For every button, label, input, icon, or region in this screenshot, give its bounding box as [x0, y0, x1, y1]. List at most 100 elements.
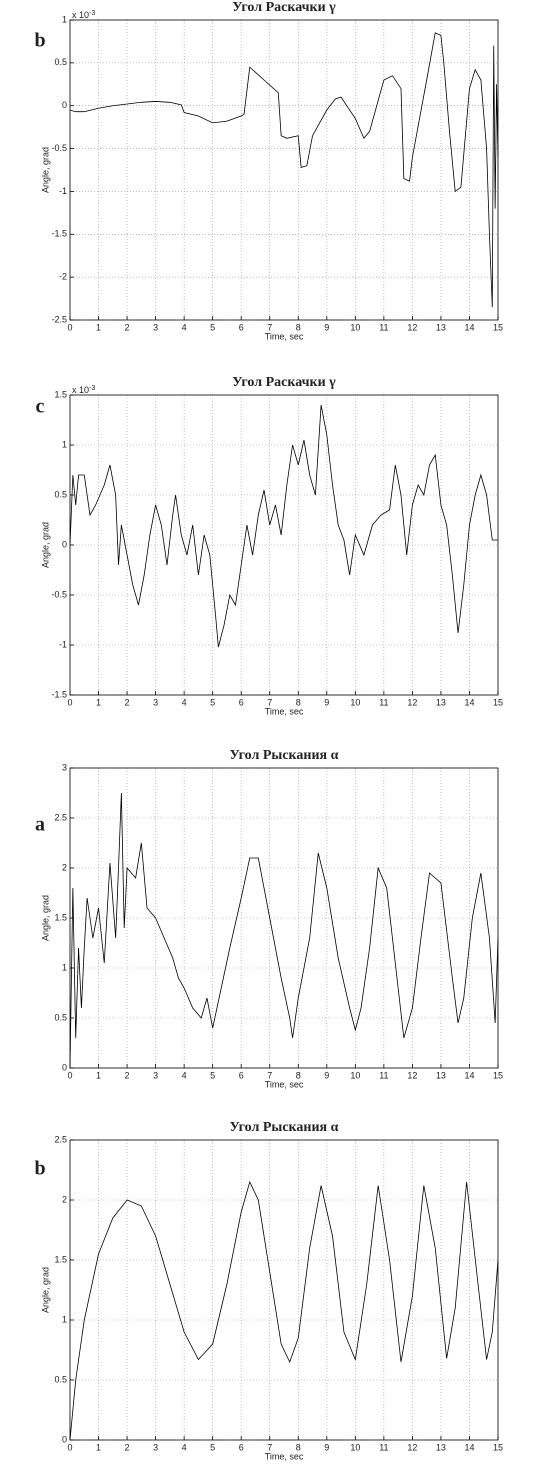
x-axis-label: Time, sec	[265, 331, 304, 341]
x-tick-label: 2	[125, 697, 130, 707]
y-tick-label: -1.5	[51, 229, 67, 239]
x-tick-label: 12	[407, 697, 417, 707]
x-tick-label: 7	[267, 697, 272, 707]
x-tick-label: 3	[153, 322, 158, 332]
y-tick-label: 0.5	[54, 1012, 67, 1022]
x-tick-label: 9	[324, 1070, 329, 1080]
y-tick-label: 1.5	[54, 912, 67, 922]
x-tick-label: 14	[464, 322, 474, 332]
x-axis-label: Time, sec	[265, 1079, 304, 1089]
x-axis-label: Time, sec	[265, 1451, 304, 1461]
y-tick-label: 0	[62, 1062, 67, 1072]
chart-title: Угол Рыскания α	[230, 748, 339, 763]
y-axis-label: Angle, grad	[40, 1267, 50, 1313]
plot-frame	[69, 1139, 499, 1441]
x-tick-label: 5	[210, 1442, 215, 1452]
x-tick-label: 8	[296, 1442, 301, 1452]
y-multiplier-exponent: -3	[89, 385, 95, 392]
y-axis-label: Angle, grad	[40, 895, 50, 941]
x-tick-label: 5	[210, 1070, 215, 1080]
y-tick-label: 1	[62, 1314, 67, 1324]
x-tick-label: 15	[493, 1442, 503, 1452]
y-tick-label: 3	[62, 762, 67, 772]
y-tick-label: -0.5	[51, 589, 67, 599]
y-axis-label: Angle, grad	[40, 147, 50, 193]
y-tick-label: -1	[59, 186, 67, 196]
y-tick-label: 1.5	[54, 1254, 67, 1264]
y-multiplier: x 10-3	[72, 385, 95, 396]
y-tick-label: 1.5	[54, 389, 67, 399]
y-tick-label: 1	[62, 962, 67, 972]
x-tick-label: 5	[210, 697, 215, 707]
x-tick-label: 6	[239, 1442, 244, 1452]
x-tick-label: 9	[324, 1442, 329, 1452]
x-tick-label: 13	[436, 1442, 446, 1452]
panel-label: c	[36, 396, 45, 418]
x-axis-label: Time, sec	[265, 706, 304, 716]
panel-label: a	[35, 814, 45, 836]
x-tick-label: 8	[296, 697, 301, 707]
x-tick-label: 11	[379, 322, 388, 332]
x-tick-label: 0	[67, 1442, 72, 1452]
plot-frame	[69, 19, 499, 321]
plot-frame	[69, 767, 499, 1069]
x-tick-label: 6	[239, 322, 244, 332]
x-tick-label: 2	[125, 1442, 130, 1452]
y-tick-label: -0.5	[51, 143, 67, 153]
y-tick-label: -2.5	[51, 314, 67, 324]
y-multiplier: x 10-3	[72, 10, 95, 21]
data-line	[69, 1180, 499, 1441]
x-tick-label: 9	[324, 697, 329, 707]
x-tick-label: 11	[379, 1442, 388, 1452]
x-tick-label: 3	[153, 1070, 158, 1080]
panel-label: b	[34, 30, 45, 52]
y-multiplier-exponent: -3	[89, 10, 95, 17]
x-tick-label: 7	[267, 1070, 272, 1080]
x-tick-label: 14	[464, 1070, 474, 1080]
y-multiplier-base: x 10	[72, 385, 89, 395]
x-tick-label: 13	[436, 322, 446, 332]
y-tick-label: 2	[62, 1194, 67, 1204]
x-tick-label: 13	[436, 1070, 446, 1080]
x-tick-label: 8	[296, 322, 301, 332]
x-tick-label: 10	[350, 697, 360, 707]
y-multiplier-base: x 10	[72, 10, 89, 20]
x-tick-label: 14	[464, 1442, 474, 1452]
x-tick-label: 11	[379, 1070, 388, 1080]
x-tick-label: 12	[407, 1442, 417, 1452]
x-tick-label: 1	[96, 697, 101, 707]
y-tick-label: 0	[62, 100, 67, 110]
x-tick-label: 0	[67, 322, 72, 332]
x-tick-label: 3	[153, 697, 158, 707]
data-line	[69, 792, 499, 1069]
x-tick-label: 1	[96, 1442, 101, 1452]
y-tick-label: 2.5	[54, 1134, 67, 1144]
y-tick-label: -2	[59, 272, 67, 282]
data-line	[69, 404, 498, 648]
x-tick-label: 6	[239, 697, 244, 707]
x-tick-label: 7	[267, 322, 272, 332]
x-tick-label: 3	[153, 1442, 158, 1452]
y-axis-label: Angle, grad	[40, 522, 50, 568]
x-tick-label: 12	[407, 322, 417, 332]
x-tick-label: 1	[96, 1070, 101, 1080]
x-tick-label: 13	[436, 697, 446, 707]
y-tick-label: 0.5	[54, 1374, 67, 1384]
x-tick-label: 10	[350, 1070, 360, 1080]
x-tick-label: 8	[296, 1070, 301, 1080]
y-tick-label: 1	[62, 14, 67, 24]
y-tick-label: 1	[62, 439, 67, 449]
x-tick-label: 0	[67, 1070, 72, 1080]
chart-title: Угол Раскачки γ	[232, 375, 336, 390]
x-tick-label: 14	[464, 697, 474, 707]
x-tick-label: 6	[239, 1070, 244, 1080]
x-tick-label: 12	[407, 1070, 417, 1080]
y-tick-label: 0.5	[54, 489, 67, 499]
x-tick-label: 5	[210, 322, 215, 332]
x-tick-label: 9	[324, 322, 329, 332]
x-tick-label: 4	[182, 1070, 187, 1080]
x-tick-label: 15	[493, 697, 503, 707]
chart-title: Угол Рыскания α	[230, 1120, 339, 1135]
x-tick-label: 10	[350, 322, 360, 332]
